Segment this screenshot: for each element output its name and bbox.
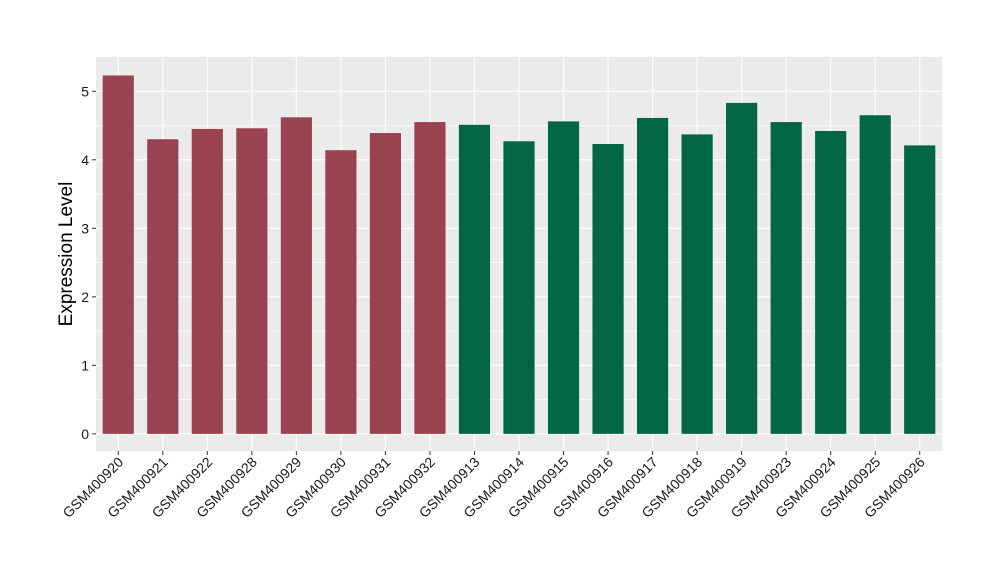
bar-GSM400921 — [147, 139, 179, 434]
bar-GSM400930 — [325, 150, 357, 434]
bar-GSM400925 — [859, 115, 891, 434]
y-axis-title: Expression Level — [56, 182, 77, 327]
bar-GSM400922 — [191, 128, 223, 434]
y-tick-label: 2 — [81, 289, 89, 305]
bar-GSM400926 — [904, 145, 936, 434]
bar-GSM400913 — [458, 124, 491, 434]
bar-GSM400920 — [102, 75, 134, 434]
bar-GSM400924 — [815, 131, 847, 434]
bar-GSM400931 — [369, 133, 402, 434]
bar-GSM400916 — [592, 144, 624, 434]
bar-GSM400915 — [547, 121, 580, 434]
x-axis: GSM400920GSM400921GSM400922GSM400928GSM4… — [59, 451, 928, 521]
bar-GSM400932 — [414, 122, 446, 434]
bar-GSM400923 — [770, 122, 802, 434]
bar-GSM400918 — [681, 134, 713, 434]
y-axis: 0 1 2 3 4 5 — [81, 83, 96, 442]
y-tick-label: 5 — [81, 83, 89, 99]
bar-GSM400914 — [503, 141, 535, 434]
bar-GSM400929 — [280, 117, 312, 434]
y-tick-label: 1 — [81, 357, 89, 373]
bar-GSM400928 — [236, 128, 268, 434]
y-tick-label: 0 — [81, 426, 89, 442]
bar-GSM400919 — [726, 102, 758, 434]
y-tick-label: 3 — [81, 220, 89, 236]
bar-GSM400917 — [636, 117, 669, 434]
y-tick-label: 4 — [81, 152, 89, 168]
bars — [102, 75, 936, 434]
